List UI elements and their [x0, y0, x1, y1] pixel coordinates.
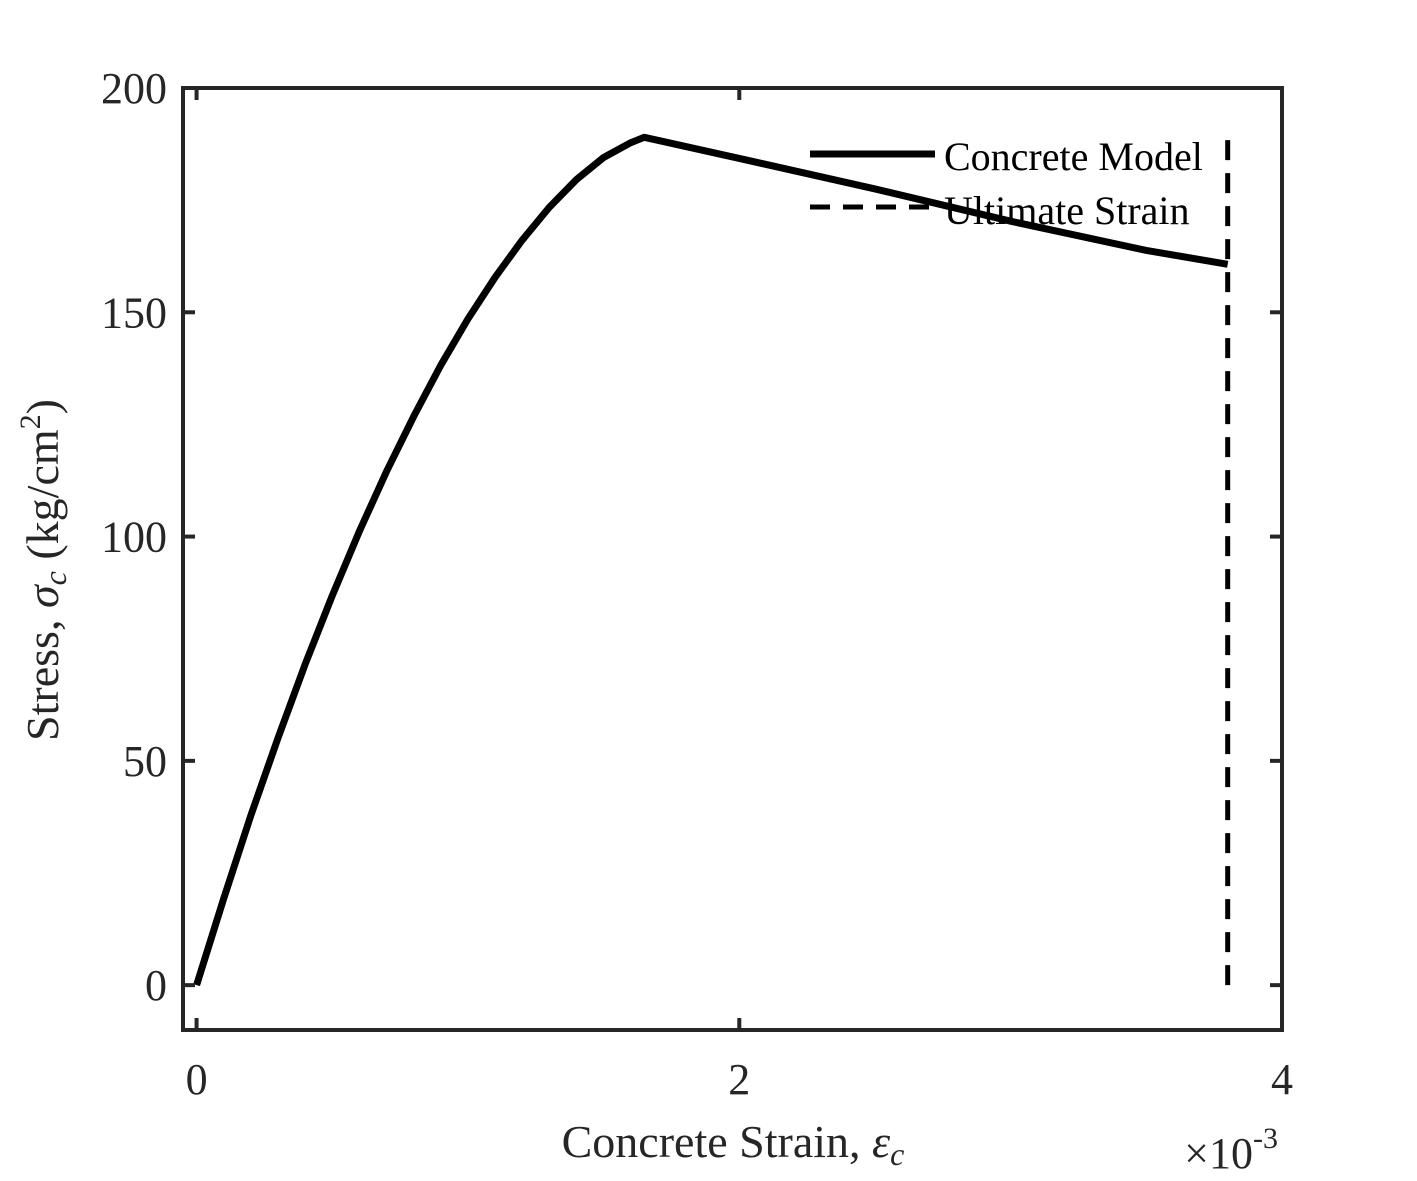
- x-axis-label: Concrete Strain, εc: [562, 1116, 905, 1172]
- legend-label-ultimate-strain: Ultimate Strain: [944, 188, 1190, 233]
- axes-box: [181, 86, 1284, 1032]
- x-axis-exponent: ×10-3: [1184, 1122, 1278, 1178]
- y-tick-label: 100: [101, 513, 167, 562]
- y-tick-label: 200: [101, 64, 167, 113]
- y-tick-label: 50: [123, 737, 167, 786]
- legend: Concrete Model Ultimate Strain: [810, 134, 1203, 233]
- x-tick-label: 4: [1271, 1055, 1293, 1104]
- y-tick-label: 150: [101, 288, 167, 337]
- x-tick-label: 0: [186, 1055, 208, 1104]
- series-line-concrete-model: [193, 133, 1229, 987]
- axis-ticks: 0 2 4 0 50 100 150 200: [101, 64, 1293, 1104]
- y-axis-label: Stress, σc (kg/cm2): [14, 399, 73, 741]
- x-tick-label: 2: [728, 1055, 750, 1104]
- plot-area: [193, 132, 1231, 987]
- y-tick-label: 0: [145, 961, 167, 1010]
- legend-label-concrete-model: Concrete Model: [944, 134, 1203, 179]
